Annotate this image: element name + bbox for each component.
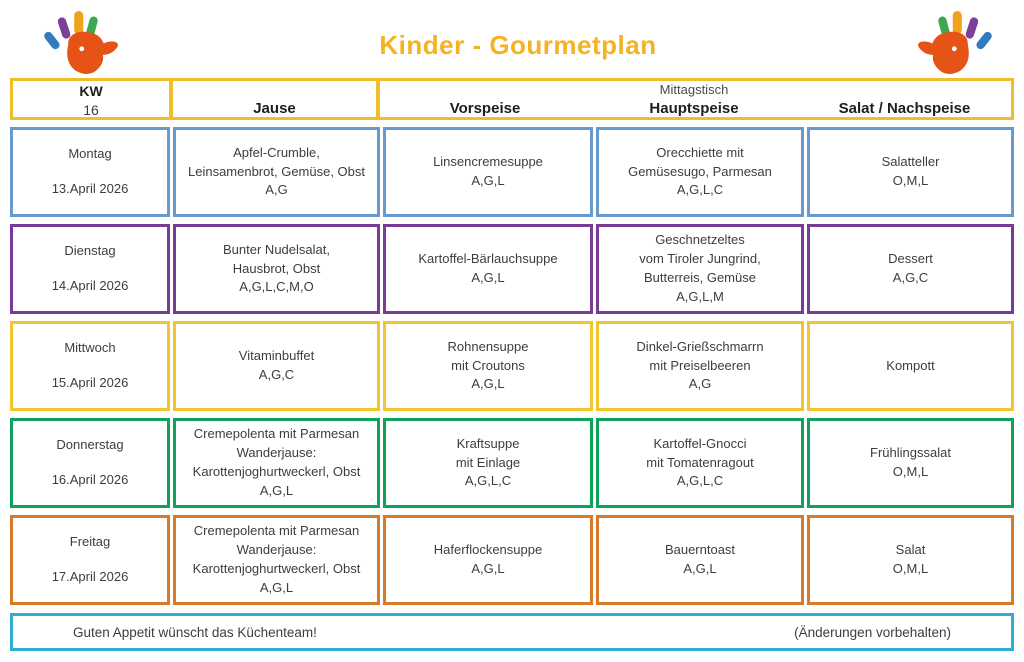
day-cell: Mittwoch 15.April 2026 bbox=[10, 321, 170, 411]
vorspeise-cell: Linsencremesuppe A,G,L bbox=[383, 127, 593, 217]
day-name: Freitag bbox=[69, 534, 111, 550]
handprint-finger-amber bbox=[952, 11, 962, 35]
handprint-finger-green bbox=[938, 16, 950, 38]
header-cell-kw: KW 16 bbox=[13, 81, 173, 120]
handprint-finger-purple bbox=[965, 17, 979, 39]
handprint-logo-left bbox=[44, 11, 118, 74]
day-date: 16.April 2026 bbox=[51, 472, 129, 487]
handprint-palm-dot bbox=[79, 46, 85, 52]
header-cell-salat-nachspeise: Salat / Nachspeise bbox=[838, 99, 971, 117]
handprint-finger-green bbox=[86, 16, 98, 38]
day-cell: Montag 13.April 2026 bbox=[10, 127, 170, 217]
hauptspeise-cell: Geschnetzeltes vom Tiroler Jungrind, But… bbox=[596, 224, 804, 314]
day-row-donnerstag: Donnerstag 16.April 2026 Cremepolenta mi… bbox=[10, 418, 1014, 508]
mittagstisch-label: Mittagstisch bbox=[659, 82, 729, 97]
day-date: 15.April 2026 bbox=[51, 375, 129, 390]
day-row-montag: Montag 13.April 2026 Apfel-Crumble, Lein… bbox=[10, 127, 1014, 217]
day-cell: Dienstag 14.April 2026 bbox=[10, 224, 170, 314]
table-header-row: KW 16 Jause Vorspeise Mittagstisch Haupt… bbox=[10, 78, 1014, 120]
handprint-finger-amber bbox=[74, 11, 84, 35]
header-cell-hauptspeise: Mittagstisch Hauptspeise bbox=[590, 81, 798, 120]
hauptspeise-cell: Bauerntoast A,G,L bbox=[596, 515, 804, 605]
day-cell: Donnerstag 16.April 2026 bbox=[10, 418, 170, 508]
salat-nachspeise-cell: Frühlingssalat O,M,L bbox=[807, 418, 1014, 508]
vorspeise-cell: Haferflockensuppe A,G,L bbox=[383, 515, 593, 605]
day-row-freitag: Freitag 17.April 2026 Cremepolenta mit P… bbox=[10, 515, 1014, 605]
salat-nachspeise-cell: Kompott bbox=[807, 321, 1014, 411]
day-name: Donnerstag bbox=[56, 437, 124, 453]
kw-label: KW bbox=[79, 83, 103, 99]
jause-cell: Cremepolenta mit Parmesan Wanderjause: K… bbox=[173, 418, 380, 508]
hauptspeise-label: Hauptspeise bbox=[649, 99, 739, 117]
day-name: Montag bbox=[68, 146, 112, 162]
kw-value: 16 bbox=[83, 101, 99, 118]
handprint-finger-blue bbox=[44, 31, 60, 50]
footer-greeting: Guten Appetit wünscht das Küchenteam! bbox=[73, 624, 317, 640]
vorspeise-cell: Kraftsuppe mit Einlage A,G,L,C bbox=[383, 418, 593, 508]
hauptspeise-cell: Dinkel-Grießschmarrn mit Preiselbeeren A… bbox=[596, 321, 804, 411]
day-date: 17.April 2026 bbox=[51, 569, 129, 584]
header-cell-vorspeise: Vorspeise bbox=[449, 99, 521, 117]
vorspeise-cell: Rohnensuppe mit Croutons A,G,L bbox=[383, 321, 593, 411]
top-band: Kinder - Gourmetplan bbox=[0, 0, 1024, 78]
jause-cell: Apfel-Crumble, Leinsamenbrot, Gemüse, Ob… bbox=[173, 127, 380, 217]
jause-cell: Bunter Nudelsalat, Hausbrot, Obst A,G,L,… bbox=[173, 224, 380, 314]
salat-nachspeise-cell: Salatteller O,M,L bbox=[807, 127, 1014, 217]
handprint-logo-right bbox=[918, 11, 992, 74]
hauptspeise-cell: Kartoffel-Gnocci mit Tomatenragout A,G,L… bbox=[596, 418, 804, 508]
day-name: Mittwoch bbox=[64, 340, 116, 356]
header-cell-jause: Jause bbox=[173, 81, 380, 120]
salat-nachspeise-cell: Salat O,M,L bbox=[807, 515, 1014, 605]
footer-disclaimer: (Änderungen vorbehalten) bbox=[794, 624, 951, 640]
handprint-palm-dot bbox=[951, 46, 957, 52]
menu-table: KW 16 Jause Vorspeise Mittagstisch Haupt… bbox=[10, 78, 1014, 651]
vorspeise-cell: Kartoffel-Bärlauchsuppe A,G,L bbox=[383, 224, 593, 314]
day-row-mittwoch: Mittwoch 15.April 2026 Vitaminbuffet A,G… bbox=[10, 321, 1014, 411]
page-title: Kinder - Gourmetplan bbox=[379, 30, 657, 60]
day-cell: Freitag 17.April 2026 bbox=[10, 515, 170, 605]
salat-nachspeise-cell: Dessert A,G,C bbox=[807, 224, 1014, 314]
header-lunch-group: Vorspeise Mittagstisch Hauptspeise Salat… bbox=[380, 81, 1011, 120]
day-date: 14.April 2026 bbox=[51, 278, 129, 293]
jause-cell: Vitaminbuffet A,G,C bbox=[173, 321, 380, 411]
handprint-palm bbox=[918, 31, 969, 74]
hauptspeise-cell: Orecchiette mit Gemüsesugo, Parmesan A,G… bbox=[596, 127, 804, 217]
jause-cell: Cremepolenta mit Parmesan Wanderjause: K… bbox=[173, 515, 380, 605]
day-date: 13.April 2026 bbox=[51, 181, 129, 196]
day-row-dienstag: Dienstag 14.April 2026 Bunter Nudelsalat… bbox=[10, 224, 1014, 314]
day-name: Dienstag bbox=[64, 243, 116, 259]
handprint-palm bbox=[67, 31, 118, 74]
handprint-finger-blue bbox=[976, 31, 992, 50]
handprint-finger-purple bbox=[57, 17, 71, 39]
footer-row: Guten Appetit wünscht das Küchenteam! (Ä… bbox=[10, 613, 1014, 651]
